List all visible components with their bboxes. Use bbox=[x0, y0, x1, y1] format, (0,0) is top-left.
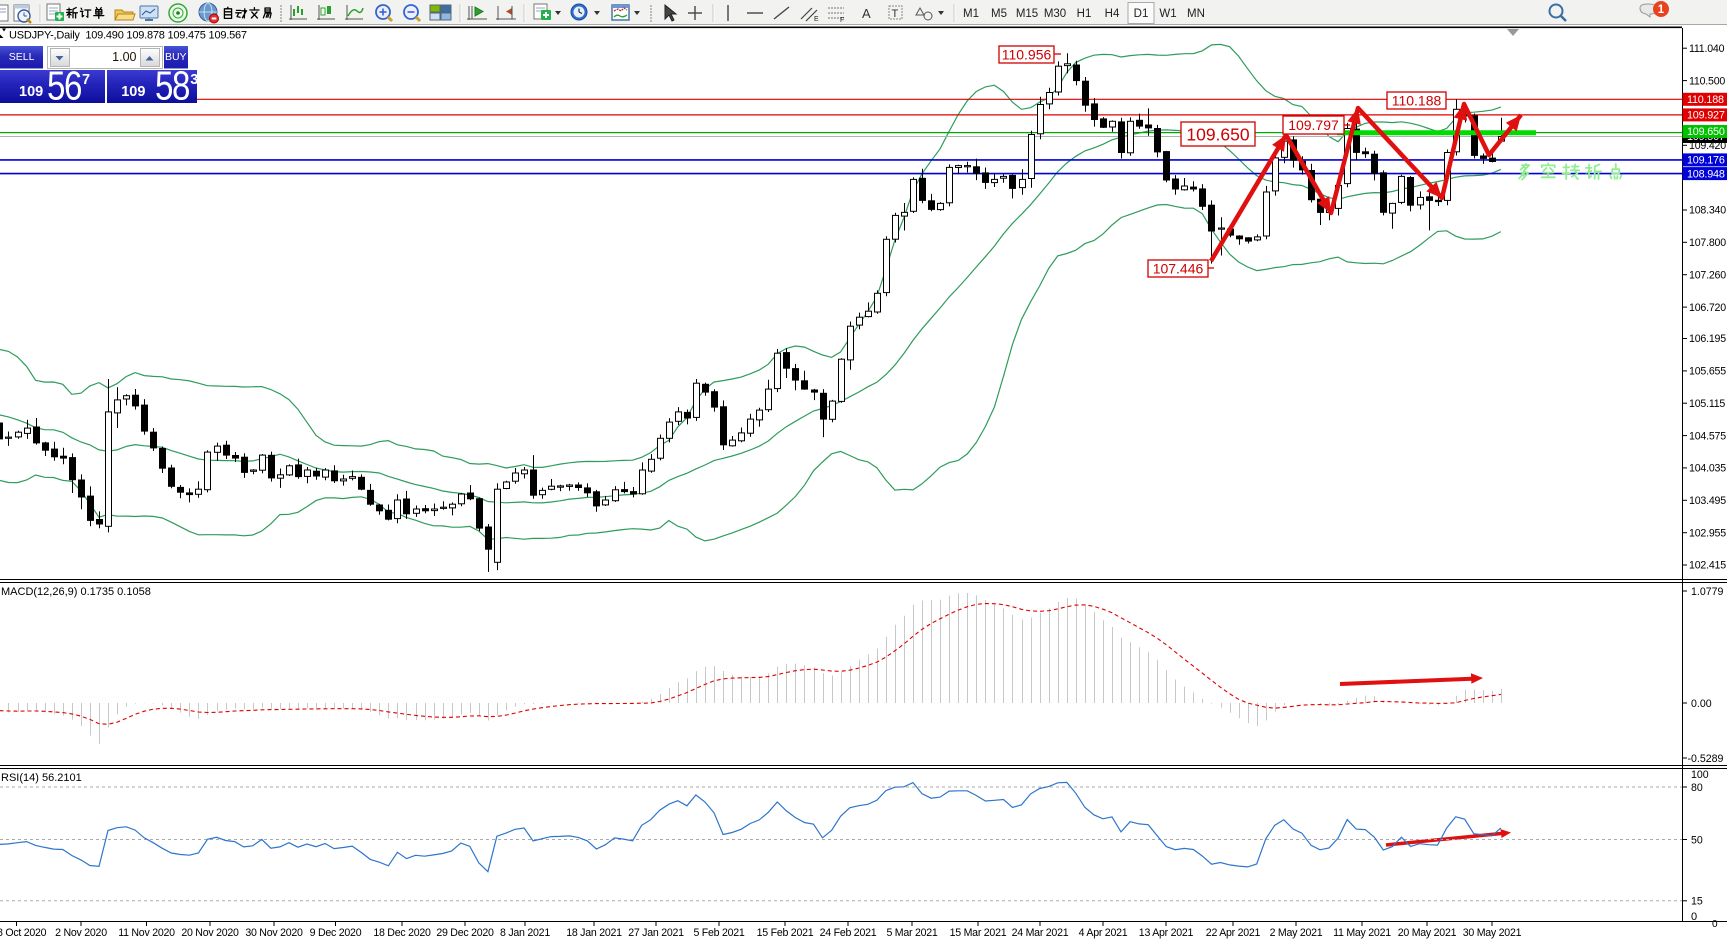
svg-text:M5: M5 bbox=[991, 8, 1007, 20]
svg-text:1.0779: 1.0779 bbox=[1691, 586, 1724, 598]
svg-text:24 Mar 2021: 24 Mar 2021 bbox=[1012, 927, 1069, 939]
svg-text:18 Dec 2020: 18 Dec 2020 bbox=[373, 927, 431, 939]
svg-text:104.035: 104.035 bbox=[1689, 463, 1726, 475]
svg-text:106.195: 106.195 bbox=[1689, 333, 1726, 345]
svg-text:50: 50 bbox=[1691, 834, 1703, 846]
svg-text:80: 80 bbox=[1691, 782, 1703, 794]
svg-text:D1: D1 bbox=[1134, 8, 1149, 20]
svg-text:110.188: 110.188 bbox=[1392, 93, 1442, 109]
svg-text:1: 1 bbox=[1658, 4, 1665, 16]
svg-text:20 May 2021: 20 May 2021 bbox=[1398, 927, 1457, 939]
svg-text:2 Nov 2020: 2 Nov 2020 bbox=[55, 927, 107, 939]
svg-text:27 Jan 2021: 27 Jan 2021 bbox=[628, 927, 684, 939]
svg-text:109.176: 109.176 bbox=[1687, 155, 1725, 167]
svg-text:109.797: 109.797 bbox=[1288, 117, 1339, 133]
svg-text:M1: M1 bbox=[963, 8, 979, 20]
svg-text:11 Nov 2020: 11 Nov 2020 bbox=[118, 927, 175, 939]
svg-text:100: 100 bbox=[1691, 769, 1709, 781]
svg-text:29 Dec 2020: 29 Dec 2020 bbox=[436, 927, 494, 939]
svg-text:H1: H1 bbox=[1077, 8, 1092, 20]
svg-text:MACD(12,26,9) 0.1735 0.1058: MACD(12,26,9) 0.1735 0.1058 bbox=[1, 586, 151, 598]
svg-text:105.115: 105.115 bbox=[1689, 398, 1725, 410]
svg-text:0: 0 bbox=[1691, 911, 1697, 923]
svg-text:9 Dec 2020: 9 Dec 2020 bbox=[310, 927, 362, 939]
svg-text:107.446: 107.446 bbox=[1153, 261, 1204, 277]
svg-text:A: A bbox=[862, 6, 871, 21]
svg-text:F: F bbox=[840, 17, 844, 24]
svg-text:102.415: 102.415 bbox=[1689, 560, 1726, 572]
svg-text:18 Jan 2021: 18 Jan 2021 bbox=[566, 927, 622, 939]
svg-text:M30: M30 bbox=[1044, 8, 1066, 20]
svg-text:108.948: 108.948 bbox=[1687, 168, 1725, 180]
svg-text:107.260: 107.260 bbox=[1689, 269, 1726, 281]
svg-text:103.495: 103.495 bbox=[1689, 495, 1726, 507]
svg-text:11 May 2021: 11 May 2021 bbox=[1333, 927, 1391, 939]
svg-text:H4: H4 bbox=[1105, 8, 1120, 20]
svg-text:107.800: 107.800 bbox=[1689, 237, 1726, 249]
svg-text:20 Nov 2020: 20 Nov 2020 bbox=[181, 927, 239, 939]
svg-text:104.575: 104.575 bbox=[1689, 430, 1726, 442]
svg-text:111.040: 111.040 bbox=[1689, 43, 1725, 55]
svg-text:15 Feb 2021: 15 Feb 2021 bbox=[757, 927, 814, 939]
svg-text:109.650: 109.650 bbox=[1687, 126, 1725, 138]
svg-text:4 Apr 2021: 4 Apr 2021 bbox=[1079, 927, 1128, 939]
svg-text:0: 0 bbox=[1712, 919, 1718, 930]
svg-text:MN: MN bbox=[1187, 8, 1205, 20]
svg-text:110.188: 110.188 bbox=[1687, 94, 1724, 106]
svg-text:109.927: 109.927 bbox=[1687, 110, 1725, 122]
svg-text:5 Mar 2021: 5 Mar 2021 bbox=[886, 927, 937, 939]
svg-text:108.340: 108.340 bbox=[1689, 205, 1726, 217]
svg-text:15 Mar 2021: 15 Mar 2021 bbox=[950, 927, 1007, 939]
svg-text:102.955: 102.955 bbox=[1689, 527, 1726, 539]
svg-text:30 May 2021: 30 May 2021 bbox=[1463, 927, 1522, 939]
svg-text:W1: W1 bbox=[1159, 8, 1176, 20]
svg-text:T: T bbox=[892, 8, 899, 20]
svg-text:-0.5289: -0.5289 bbox=[1688, 753, 1724, 765]
svg-text:110.956: 110.956 bbox=[1002, 47, 1052, 63]
svg-text:8 Jan 2021: 8 Jan 2021 bbox=[500, 927, 550, 939]
svg-text:USDJPY-,Daily 109.490 109.878: USDJPY-,Daily 109.490 109.878 109.475 10… bbox=[9, 30, 247, 42]
svg-text:E: E bbox=[814, 16, 819, 23]
svg-text:24 Feb 2021: 24 Feb 2021 bbox=[820, 927, 877, 939]
svg-text:RSI(14) 56.2101: RSI(14) 56.2101 bbox=[1, 772, 82, 784]
svg-text:22 Apr 2021: 22 Apr 2021 bbox=[1206, 927, 1261, 939]
svg-text:M15: M15 bbox=[1016, 8, 1038, 20]
svg-text:8 Oct 2020: 8 Oct 2020 bbox=[0, 927, 47, 939]
svg-text:13 Apr 2021: 13 Apr 2021 bbox=[1139, 927, 1194, 939]
svg-text:30 Nov 2020: 30 Nov 2020 bbox=[245, 927, 303, 939]
svg-text:106.720: 106.720 bbox=[1689, 302, 1726, 314]
svg-text:2 May 2021: 2 May 2021 bbox=[1270, 927, 1323, 939]
svg-text:5 Feb 2021: 5 Feb 2021 bbox=[693, 927, 744, 939]
svg-text:110.500: 110.500 bbox=[1689, 75, 1725, 87]
svg-text:15: 15 bbox=[1691, 896, 1703, 908]
svg-text:109.650: 109.650 bbox=[1186, 124, 1250, 144]
svg-text:105.655: 105.655 bbox=[1689, 366, 1726, 378]
svg-text:0.00: 0.00 bbox=[1691, 698, 1712, 710]
